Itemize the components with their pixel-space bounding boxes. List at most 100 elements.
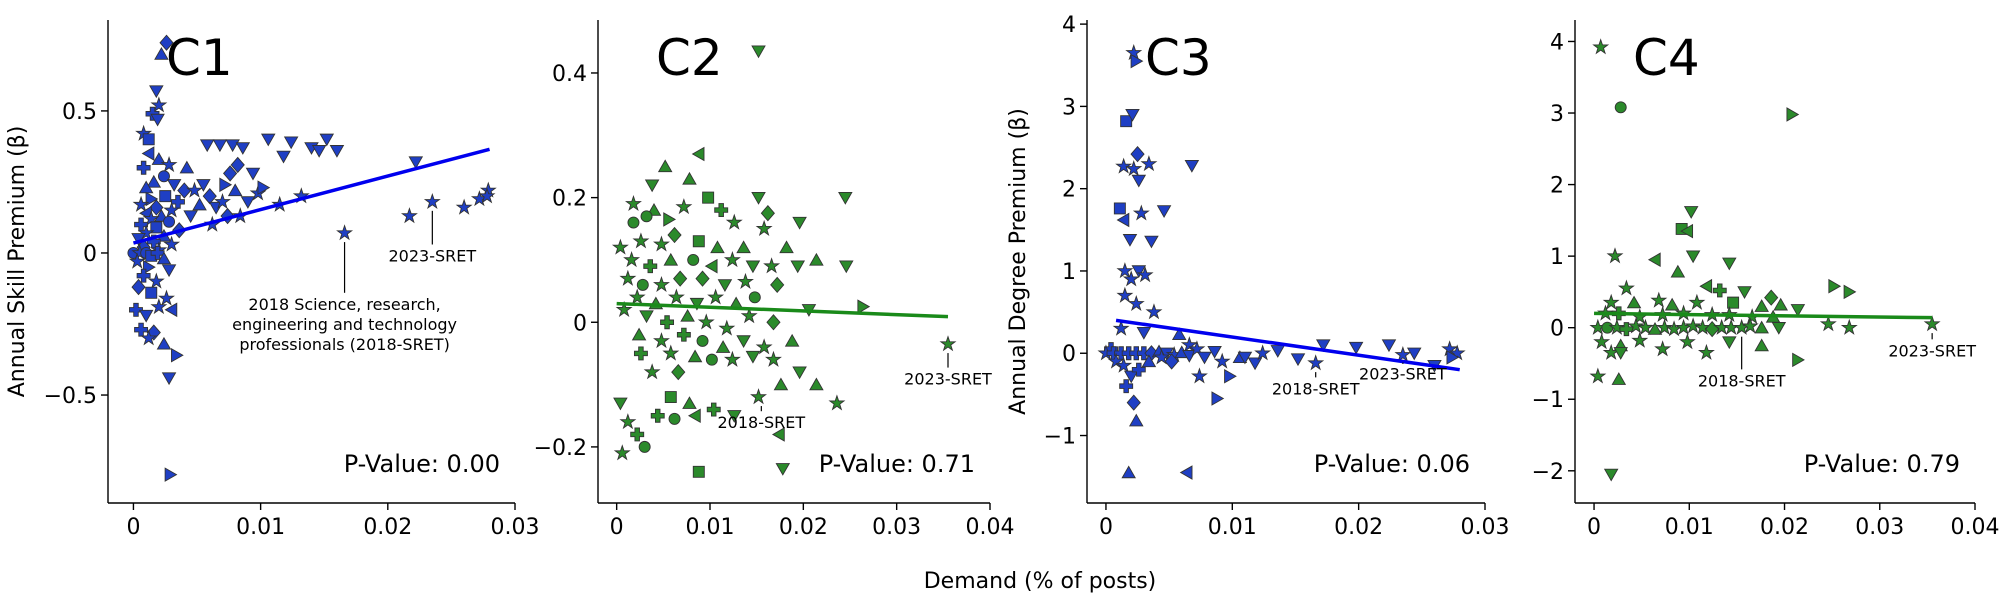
scatter-point <box>1131 174 1147 188</box>
scatter-point <box>408 156 424 170</box>
y-tick-label: −2 <box>1532 460 1564 485</box>
y-tick-label: 1 <box>1550 245 1564 270</box>
p-value-label: P-Value: 0.06 <box>1314 450 1470 478</box>
p-value-label: P-Value: 0.71 <box>819 450 975 478</box>
scatter-point <box>1406 347 1422 361</box>
scatter-point <box>765 350 782 367</box>
scatter-point <box>631 327 647 341</box>
scatter-point <box>751 191 766 205</box>
x-tick-label: 0.04 <box>1951 515 2000 540</box>
scatter-point <box>1670 264 1686 278</box>
scatter-point <box>230 156 245 174</box>
scatter-point <box>143 259 156 275</box>
scatter-point <box>136 268 151 283</box>
scatter-point <box>771 427 785 442</box>
scatter-point <box>1626 295 1642 309</box>
scatter-point <box>760 205 775 222</box>
scatter-point <box>718 319 736 336</box>
scatter-point <box>1680 223 1694 239</box>
scatter-point <box>705 353 718 366</box>
scatter-point <box>132 195 150 212</box>
scatter-point <box>725 213 743 230</box>
x-tick-label: 0 <box>126 515 140 540</box>
p-value-label: P-Value: 0.00 <box>344 450 500 478</box>
scatter-point <box>179 160 195 174</box>
scatter-point <box>745 350 761 364</box>
scatter-point <box>687 349 703 363</box>
scatter-point <box>128 252 146 269</box>
scatter-point <box>809 252 824 266</box>
scatter-point <box>1601 321 1614 334</box>
scatter-point <box>630 427 645 442</box>
scatter-point <box>1699 278 1713 294</box>
scatter-point <box>136 160 151 175</box>
scatter-point <box>663 252 679 266</box>
scatter-point <box>1213 352 1231 369</box>
regression-line <box>1594 311 1933 320</box>
scatter-point <box>644 179 660 193</box>
scatter-point <box>1127 294 1145 312</box>
scatter-point <box>171 194 185 209</box>
scatter-point <box>1171 327 1187 340</box>
scatter-point <box>240 196 256 209</box>
scatter-point <box>809 377 824 391</box>
scatter-point <box>478 187 496 204</box>
scatter-point <box>838 260 854 274</box>
scatter-point <box>619 413 637 430</box>
scatter-point <box>1764 289 1779 306</box>
scatter-point <box>648 296 664 310</box>
scatter-point <box>245 167 261 181</box>
y-tick-label: 0 <box>1062 342 1076 367</box>
scatter-point <box>611 238 629 255</box>
scatter-point <box>423 192 441 210</box>
y-tick-label: −0.2 <box>534 436 587 461</box>
scatter-point <box>220 207 235 225</box>
scatter-point <box>696 334 709 347</box>
y-tick-label: 3 <box>1550 102 1564 127</box>
scatter-point <box>671 363 686 381</box>
scatter-point <box>1115 356 1133 373</box>
scatter-point <box>225 139 240 153</box>
y-tick-label: 0.2 <box>552 187 587 212</box>
scatter-point <box>619 269 637 286</box>
scatter-point <box>199 139 215 153</box>
scatter-point <box>1602 293 1620 310</box>
scatter-point <box>623 251 641 268</box>
scatter-point <box>717 279 733 292</box>
scatter-point <box>171 347 184 363</box>
x-tick-label: 0.01 <box>686 515 735 540</box>
scatter-point <box>1611 372 1627 385</box>
scatter-point <box>1136 266 1154 283</box>
scatter-point <box>1125 108 1140 122</box>
scatter-point <box>150 298 168 315</box>
scatter-point <box>156 336 172 350</box>
y-tick-label: 1 <box>1062 260 1076 285</box>
scatter-point <box>660 315 675 330</box>
scatter-point <box>1113 202 1126 215</box>
scatter-point <box>1448 344 1466 361</box>
scatter-point <box>257 180 271 195</box>
scatter-point <box>667 226 682 244</box>
scatter-point <box>1179 465 1193 480</box>
scatter-point <box>1348 341 1364 355</box>
scatter-point <box>682 396 697 409</box>
scatter-point <box>792 216 807 230</box>
scatter-point <box>192 197 207 211</box>
scatter-point <box>166 179 182 192</box>
scatter-point <box>1115 157 1133 174</box>
y-tick-label: −1 <box>1044 425 1076 450</box>
scatter-point <box>613 397 628 411</box>
scatter-point <box>740 307 758 324</box>
y-tick-label: 2 <box>1550 174 1564 199</box>
p-value-label: P-Value: 0.79 <box>1804 450 1960 478</box>
panel-title: C3 <box>1145 29 1212 87</box>
scatter-point <box>715 340 731 353</box>
y-axis-label: Annual Degree Premium (β) <box>1006 108 1031 415</box>
scatter-point <box>1741 317 1759 334</box>
y-tick-label: 0.4 <box>552 62 587 87</box>
scatter-point <box>653 275 670 293</box>
scatter-point <box>146 174 162 188</box>
scatter-point <box>755 219 773 236</box>
scatter-point <box>687 253 700 266</box>
scatter-point <box>1923 315 1941 332</box>
